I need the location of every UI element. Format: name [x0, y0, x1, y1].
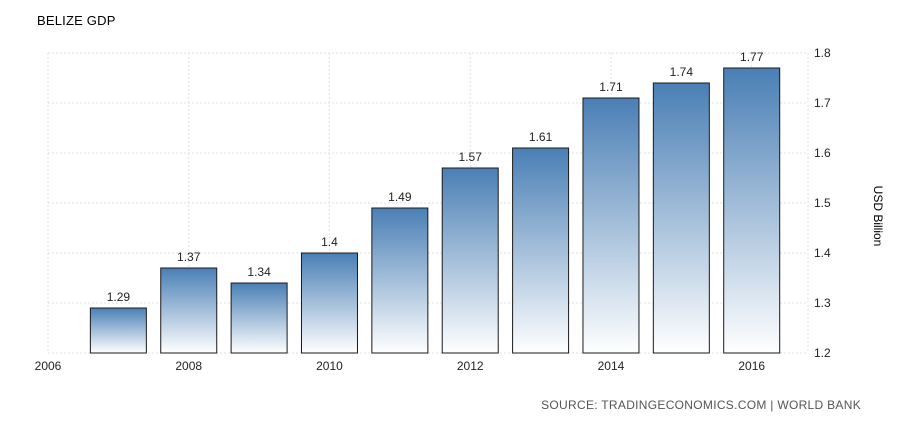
x-tick-label: 2010: [316, 359, 343, 373]
bar-2016: [723, 67, 781, 354]
data-label-2011: 1.49: [388, 190, 412, 204]
data-labels: 1.29 1.37 1.34 1.4 1.49 1.57 1.61 1.71 1.74 1.77: [107, 50, 764, 304]
data-label-2016: 1.77: [740, 50, 764, 64]
bar-2009: [230, 282, 288, 354]
x-axis-ticks: 2006 2008 2010 2012 2014 2016: [35, 359, 766, 373]
y-tick-label: 1.7: [814, 96, 831, 110]
y-tick-label: 1.4: [814, 246, 831, 260]
bar-2007: [89, 307, 147, 354]
x-tick-label: 2012: [457, 359, 484, 373]
data-label-2012: 1.57: [459, 150, 483, 164]
y-tick-label: 1.8: [814, 46, 831, 60]
x-tick-label: 2006: [35, 359, 62, 373]
bars: [89, 67, 781, 354]
data-label-2015: 1.74: [670, 65, 694, 79]
source-label: SOURCE: TRADINGECONOMICS.COM | WORLD BAN…: [541, 398, 861, 412]
y-tick-label: 1.6: [814, 146, 831, 160]
bar-2010: [300, 252, 358, 354]
y-axis-ticks: 1.2 1.3 1.4 1.5 1.6 1.7 1.8: [814, 46, 831, 360]
bar-2012: [441, 167, 499, 354]
chart-title: BELIZE GDP: [37, 13, 116, 28]
x-tick-label: 2008: [175, 359, 202, 373]
bar-2013: [512, 147, 570, 354]
bar-2008: [160, 267, 218, 354]
data-label-2008: 1.37: [177, 250, 201, 264]
bar-2015: [652, 82, 710, 354]
y-tick-label: 1.5: [814, 196, 831, 210]
y-tick-label: 1.2: [814, 346, 831, 360]
data-label-2014: 1.71: [599, 80, 623, 94]
data-label-2009: 1.34: [247, 265, 271, 279]
data-label-2013: 1.61: [529, 130, 553, 144]
data-label-2010: 1.4: [321, 235, 338, 249]
y-tick-label: 1.3: [814, 296, 831, 310]
x-tick-label: 2014: [598, 359, 625, 373]
bar-2011: [371, 207, 429, 354]
bar-2014: [582, 97, 640, 354]
data-label-2007: 1.29: [107, 290, 131, 304]
x-tick-label: 2016: [738, 359, 765, 373]
